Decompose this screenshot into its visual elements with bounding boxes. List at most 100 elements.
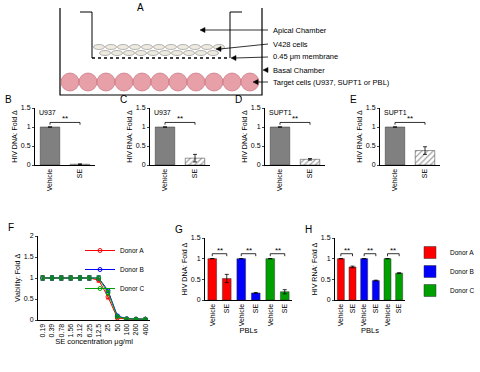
svg-text:1: 1	[327, 255, 331, 262]
svg-text:Vehicle: Vehicle	[209, 304, 216, 327]
svg-text:HIV DNA: Fold Δ: HIV DNA: Fold Δ	[241, 110, 248, 163]
svg-text:Donor A: Donor A	[450, 249, 474, 256]
svg-text:1.5: 1.5	[21, 104, 31, 111]
svg-text:C: C	[120, 94, 127, 105]
svg-text:**: **	[367, 246, 373, 255]
svg-text:HIV DNA: Fold Δ: HIV DNA: Fold Δ	[181, 242, 188, 295]
svg-text:1: 1	[257, 123, 261, 130]
svg-text:0.19: 0.19	[39, 324, 46, 338]
svg-text:Viability: Fold Δ: Viability: Fold Δ	[14, 254, 22, 302]
svg-text:50: 50	[114, 324, 121, 332]
svg-text:H: H	[305, 224, 312, 235]
svg-text:Vehicle: Vehicle	[276, 169, 283, 192]
svg-text:**: **	[407, 114, 413, 123]
svg-text:1.5: 1.5	[366, 104, 376, 111]
svg-text:1.5: 1.5	[136, 104, 146, 111]
svg-text:Vehicle: Vehicle	[384, 304, 391, 327]
svg-text:6.25: 6.25	[86, 324, 93, 338]
svg-text:**: **	[390, 246, 396, 255]
svg-text:PBLs: PBLs	[240, 326, 258, 335]
svg-text:0.5: 0.5	[191, 276, 201, 283]
svg-text:**: **	[177, 114, 183, 123]
svg-text:0.5: 0.5	[321, 276, 331, 283]
svg-text:0: 0	[372, 161, 376, 168]
svg-text:Apical Chamber: Apical Chamber	[273, 26, 327, 35]
svg-text:Vehicle: Vehicle	[267, 304, 274, 327]
svg-text:Vehicle: Vehicle	[337, 304, 344, 327]
svg-text:0.5: 0.5	[24, 295, 34, 302]
svg-text:Vehicle: Vehicle	[161, 169, 168, 192]
svg-text:HIV RNA: Fold Δ: HIV RNA: Fold Δ	[356, 110, 363, 163]
svg-text:0: 0	[30, 316, 34, 323]
svg-text:A: A	[137, 2, 144, 13]
svg-text:12.5: 12.5	[95, 324, 102, 338]
svg-text:1.5: 1.5	[191, 234, 201, 241]
svg-text:2: 2	[30, 232, 34, 239]
svg-text:1: 1	[27, 123, 31, 130]
svg-text:E: E	[350, 94, 357, 105]
svg-text:0.5: 0.5	[136, 142, 146, 149]
svg-text:HIV RNA: Fold Δ: HIV RNA: Fold Δ	[311, 242, 318, 295]
svg-text:1: 1	[197, 255, 201, 262]
svg-text:1.5: 1.5	[321, 234, 331, 241]
svg-text:**: **	[275, 246, 281, 255]
svg-text:Vehicle: Vehicle	[238, 304, 245, 327]
svg-text:**: **	[217, 246, 223, 255]
svg-text:0: 0	[197, 296, 201, 303]
svg-text:SE: SE	[349, 303, 356, 313]
svg-text:U937: U937	[39, 109, 56, 116]
svg-text:Donor C: Donor C	[450, 287, 475, 294]
svg-text:V428 cells: V428 cells	[273, 40, 308, 49]
svg-text:1.5: 1.5	[24, 253, 34, 260]
svg-text:HIV DNA: Fold Δ: HIV DNA: Fold Δ	[11, 110, 18, 163]
svg-text:**: **	[246, 246, 252, 255]
svg-text:0.5: 0.5	[366, 142, 376, 149]
svg-text:Basal Chamber: Basal Chamber	[273, 66, 325, 75]
svg-text:Donor B: Donor B	[120, 266, 144, 273]
svg-text:SE: SE	[395, 303, 402, 313]
svg-text:0.5: 0.5	[21, 142, 31, 149]
svg-text:Donor A: Donor A	[120, 247, 144, 254]
svg-text:SE: SE	[191, 168, 198, 178]
svg-text:SE: SE	[372, 303, 379, 313]
svg-text:HIV RNA: Fold Δ: HIV RNA: Fold Δ	[126, 110, 133, 163]
svg-text:0.5: 0.5	[251, 142, 261, 149]
svg-text:F: F	[8, 222, 14, 233]
svg-text:**: **	[62, 114, 68, 123]
svg-text:1.5: 1.5	[251, 104, 261, 111]
svg-text:SE: SE	[421, 168, 428, 178]
svg-text:SUPT1: SUPT1	[384, 109, 407, 116]
svg-text:3.12: 3.12	[76, 324, 83, 338]
svg-text:SE: SE	[223, 303, 230, 313]
svg-text:200: 200	[132, 324, 139, 336]
svg-text:B: B	[5, 94, 12, 105]
svg-text:100: 100	[123, 324, 130, 336]
svg-text:Vehicle: Vehicle	[391, 169, 398, 192]
svg-text:G: G	[175, 224, 183, 235]
svg-text:PBLs: PBLs	[361, 326, 379, 335]
svg-text:400: 400	[142, 324, 149, 336]
svg-text:0.39: 0.39	[48, 324, 55, 338]
svg-text:SE: SE	[306, 168, 313, 178]
svg-text:1.56: 1.56	[67, 324, 74, 338]
svg-text:Donor B: Donor B	[450, 268, 474, 275]
svg-text:SE concentration μg/ml: SE concentration μg/ml	[55, 337, 133, 346]
svg-text:0.78: 0.78	[58, 324, 65, 338]
svg-text:D: D	[235, 94, 242, 105]
svg-text:SE: SE	[281, 303, 288, 313]
svg-text:0: 0	[142, 161, 146, 168]
svg-text:1: 1	[142, 123, 146, 130]
svg-text:SE: SE	[252, 303, 259, 313]
svg-text:25: 25	[104, 324, 111, 332]
svg-text:**: **	[344, 246, 350, 255]
svg-text:Donor C: Donor C	[120, 285, 145, 292]
svg-text:0: 0	[27, 161, 31, 168]
svg-text:SE: SE	[76, 168, 83, 178]
svg-text:U937: U937	[154, 109, 171, 116]
svg-text:1: 1	[372, 123, 376, 130]
svg-text:**: **	[292, 114, 298, 123]
svg-text:0: 0	[257, 161, 261, 168]
svg-text:0.45 μm membrane: 0.45 μm membrane	[273, 52, 338, 61]
svg-text:1: 1	[30, 274, 34, 281]
svg-text:Target cells (U937, SUPT1 or P: Target cells (U937, SUPT1 or PBL)	[273, 78, 390, 87]
